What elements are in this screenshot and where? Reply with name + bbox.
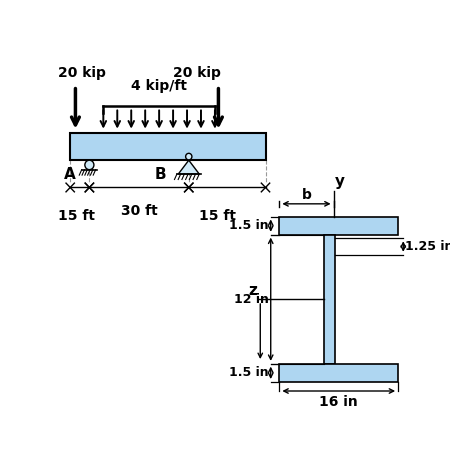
Text: 30 ft: 30 ft bbox=[121, 204, 158, 218]
Bar bbox=[324, 235, 335, 364]
Text: y: y bbox=[335, 174, 345, 189]
Circle shape bbox=[186, 153, 192, 160]
Text: 15 ft: 15 ft bbox=[58, 209, 95, 223]
Text: 1.5 in: 1.5 in bbox=[230, 366, 269, 379]
Text: 1.5 in: 1.5 in bbox=[230, 219, 269, 232]
Text: B: B bbox=[154, 168, 166, 183]
Bar bbox=[70, 133, 266, 160]
Text: 15 ft: 15 ft bbox=[199, 209, 236, 223]
Text: 12 in: 12 in bbox=[234, 293, 269, 306]
Text: A: A bbox=[64, 168, 76, 183]
Text: z: z bbox=[248, 283, 257, 298]
Text: 16 in: 16 in bbox=[320, 395, 358, 409]
Text: b: b bbox=[302, 188, 311, 202]
Polygon shape bbox=[178, 160, 199, 174]
Text: 20 kip: 20 kip bbox=[173, 66, 221, 80]
Text: 1.25 in: 1.25 in bbox=[405, 240, 450, 253]
Text: 4 kip/ft: 4 kip/ft bbox=[131, 79, 187, 93]
Text: 20 kip: 20 kip bbox=[58, 66, 106, 80]
Bar bbox=[279, 364, 398, 382]
Bar bbox=[279, 217, 398, 235]
Circle shape bbox=[85, 160, 94, 169]
